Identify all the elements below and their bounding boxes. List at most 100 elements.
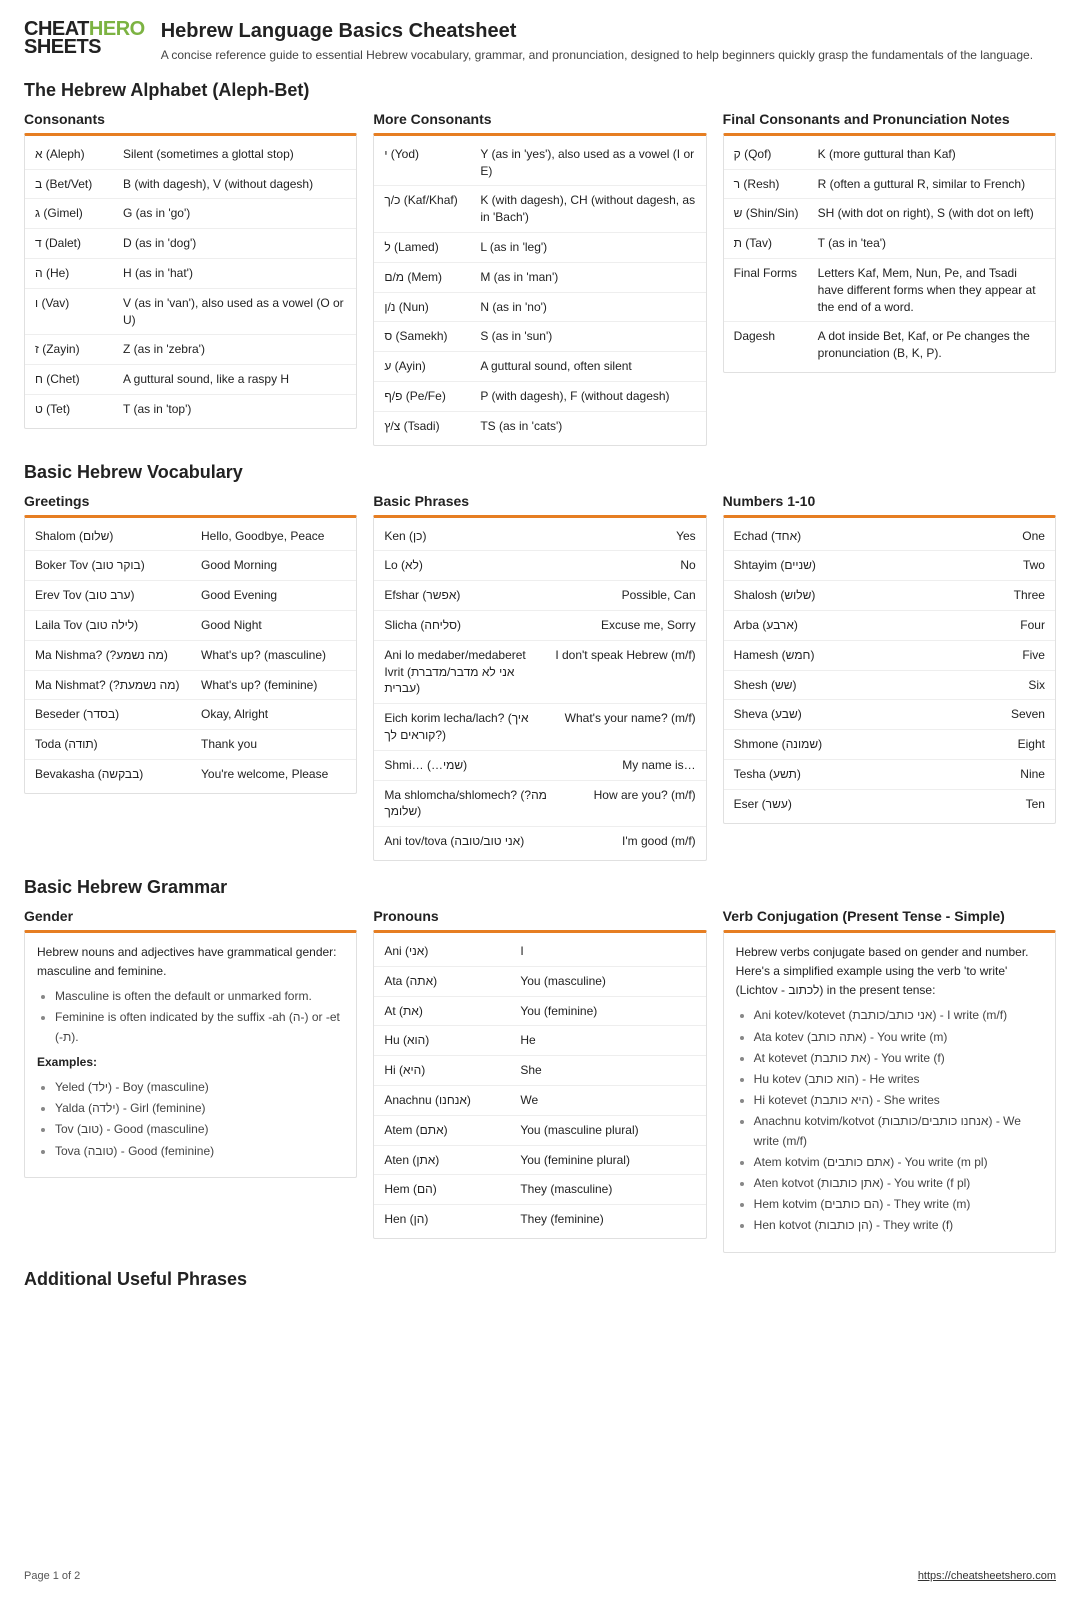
row-key: א (Aleph) — [35, 146, 107, 163]
row-value: He — [520, 1032, 695, 1049]
table-row: Ken (כן)Yes — [374, 522, 705, 552]
row-key: Ani (אני) — [384, 943, 504, 960]
row-key: Anachnu (אנחנו) — [384, 1092, 504, 1109]
row-value: My name is… — [622, 757, 695, 774]
greetings-card: Shalom (שלום)Hello, Goodbye, PeaceBoker … — [24, 515, 357, 794]
bullet-list: Ani kotev/kotevet (אני כותב/כותבת) - I w… — [754, 1006, 1043, 1235]
list-item: Hem kotvim (הם כותבים) - They write (m) — [754, 1195, 1043, 1214]
list-item: Hi kotevet (היא כותבת) - She writes — [754, 1091, 1043, 1110]
row-key: ז (Zayin) — [35, 341, 107, 358]
row-value: You (masculine) — [520, 973, 695, 990]
table-row: ז (Zayin) Z (as in 'zebra') — [25, 335, 356, 365]
list-item: Atem kotvim (אתם כותבים) - You write (m … — [754, 1153, 1043, 1172]
row-value: Silent (sometimes a glottal stop) — [123, 146, 346, 163]
table-row: א (Aleph) Silent (sometimes a glottal sto… — [25, 140, 356, 170]
list-item: Feminine is often indicated by the suffi… — [55, 1008, 344, 1046]
table-row: צ/ץ (Tsadi)TS (as in 'cats') — [374, 412, 705, 441]
table-row: Arba (ארבע)Four — [724, 611, 1055, 641]
footer-link[interactable]: https://cheatsheetshero.com — [918, 1570, 1056, 1582]
row-key: י (Yod) — [384, 146, 464, 180]
bullet-list: Masculine is often the default or unmark… — [55, 987, 344, 1047]
row-key: Ma Nishma? (?מה נשמע) — [35, 647, 185, 664]
table-row: Toda (תודה)Thank you — [25, 730, 356, 760]
row-value: A dot inside Bet, Kaf, or Pe changes the… — [818, 328, 1045, 362]
row-value: Nine — [1020, 766, 1045, 783]
table-row: ש (Shin/Sin)SH (with dot on right), S (w… — [724, 199, 1055, 229]
row-value: Z (as in 'zebra') — [123, 341, 346, 358]
row-key: Hen (הן) — [384, 1211, 504, 1228]
table-row: ס (Samekh)S (as in 'sun') — [374, 322, 705, 352]
list-item: Hu kotev (הוא כותב) - He writes — [754, 1070, 1043, 1089]
row-key: Beseder (בסדר) — [35, 706, 185, 723]
row-value: They (feminine) — [520, 1211, 695, 1228]
text: Hebrew nouns and adjectives have grammat… — [37, 943, 344, 981]
row-key: Shesh (שש) — [734, 677, 1001, 694]
table-row: Shtayim (שניים) Two — [724, 551, 1055, 581]
table-row: Efshar (אפשר)Possible, Can — [374, 581, 705, 611]
table-row: ה (He)H (as in 'hat') — [25, 259, 356, 289]
table-row: Ma shlomcha/shlomech? (?מה שלומך)How are… — [374, 781, 705, 828]
gender-card: Hebrew nouns and adjectives have grammat… — [24, 930, 357, 1178]
row-value: One — [1022, 528, 1045, 545]
row-key: ק (Qof) — [734, 146, 802, 163]
row-value: R (often a guttural R, similar to French… — [818, 176, 1045, 193]
row-value: SH (with dot on right), S (with dot on l… — [818, 205, 1045, 222]
table-row: Tesha (תשע)Nine — [724, 760, 1055, 790]
bullet-list: Yeled (ילד) - Boy (masculine)Yalda (ילדה… — [55, 1078, 344, 1161]
table-row: At (את)You (feminine) — [374, 997, 705, 1027]
row-key: ת (Tav) — [734, 235, 802, 252]
card-title: Basic Phrases — [373, 493, 706, 509]
row-key: ט (Tet) — [35, 401, 107, 418]
table-row: כ/ך (Kaf/Khaf)K (with dagesh), CH (witho… — [374, 186, 705, 233]
card-title: More Consonants — [373, 111, 706, 127]
row-key: מ/ם (Mem) — [384, 269, 464, 286]
table-row: מ/ם (Mem)M (as in 'man') — [374, 263, 705, 293]
table-row: ר (Resh)R (often a guttural R, similar t… — [724, 170, 1055, 200]
table-row: Lo (לא)No — [374, 551, 705, 581]
table-row: Shesh (שש)Six — [724, 671, 1055, 701]
table-row: י (Yod)Y (as in 'yes'), also used as a v… — [374, 140, 705, 187]
row-value: Okay, Alright — [201, 706, 346, 723]
table-row: Ani (אני) I — [374, 937, 705, 967]
card-title: Numbers 1-10 — [723, 493, 1056, 509]
card-title: Gender — [24, 908, 357, 924]
header: CHEATHERO SHEETS Hebrew Language Basics … — [24, 20, 1056, 64]
row-key: Arba (ארבע) — [734, 617, 993, 634]
table-row: Hi (היא)She — [374, 1056, 705, 1086]
row-value: T (as in 'tea') — [818, 235, 1045, 252]
phrases-card: Ken (כן)YesLo (לא)NoEfshar (אפשר)Possibl… — [373, 515, 706, 861]
row-value: P (with dagesh), F (without dagesh) — [480, 388, 695, 405]
page-subtitle: A concise reference guide to essential H… — [161, 47, 1033, 64]
row-value: What's your name? (m/f) — [565, 710, 696, 744]
row-value: D (as in 'dog') — [123, 235, 346, 252]
row-value: You (feminine) — [520, 1003, 695, 1020]
row-key: Shtayim (שניים) — [734, 557, 995, 574]
row-value: H (as in 'hat') — [123, 265, 346, 282]
row-key: Shalom (שלום) — [35, 528, 185, 545]
row-value: TS (as in 'cats') — [480, 418, 695, 435]
row-key: ו (Vav) — [35, 295, 107, 329]
page-number: Page 1 of 2 — [24, 1570, 80, 1582]
page-title: Hebrew Language Basics Cheatsheet — [161, 20, 1033, 43]
row-value: Thank you — [201, 736, 346, 753]
row-value: Two — [1023, 557, 1045, 574]
row-value: Five — [1022, 647, 1045, 664]
table-row: Final FormsLetters Kaf, Mem, Nun, Pe, an… — [724, 259, 1055, 322]
final-consonants-card: ק (Qof)K (more guttural than Kaf)ר (Resh… — [723, 133, 1056, 373]
text: Hebrew verbs conjugate based on gender a… — [736, 943, 1043, 1001]
list-item: Masculine is often the default or unmark… — [55, 987, 344, 1006]
row-key: Ma Nishmat? (?מה נשמעת) — [35, 677, 185, 694]
list-item: Aten kotvot (אתן כותבות) - You write (f … — [754, 1174, 1043, 1193]
section-heading: Basic Hebrew Grammar — [24, 877, 1056, 898]
row-key: ג (Gimel) — [35, 205, 107, 222]
row-value: G (as in 'go') — [123, 205, 346, 222]
row-key: Hu (הוא) — [384, 1032, 504, 1049]
row-value: You're welcome, Please — [201, 766, 346, 783]
numbers-card: Echad (אחד)OneShtayim (שניים)TwoShalosh … — [723, 515, 1056, 824]
row-key: ד (Dalet) — [35, 235, 107, 252]
row-key: Efshar (אפשר) — [384, 587, 593, 604]
row-value: I — [520, 943, 695, 960]
section-heading: Basic Hebrew Vocabulary — [24, 462, 1056, 483]
list-item: Hen kotvot (הן כותבות) - They write (f) — [754, 1216, 1043, 1235]
row-value: B (with dagesh), V (without dagesh) — [123, 176, 346, 193]
